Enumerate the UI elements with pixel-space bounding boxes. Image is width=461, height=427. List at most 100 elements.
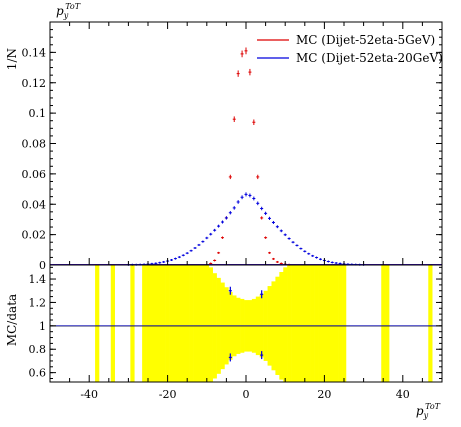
band-bin bbox=[197, 265, 202, 382]
band-bin bbox=[173, 265, 178, 382]
band-bin bbox=[326, 265, 331, 382]
main-y-axis-label: 1/N bbox=[5, 48, 19, 70]
ratio-uncertainty-band bbox=[95, 265, 433, 382]
series-2-point bbox=[299, 247, 303, 250]
main-series-points bbox=[50, 47, 442, 266]
series-2-point bbox=[170, 258, 174, 261]
series-2-point bbox=[201, 240, 205, 243]
band-bin bbox=[189, 265, 194, 382]
ratio-y-tick-label: 0.8 bbox=[29, 343, 47, 356]
band-bin bbox=[385, 265, 390, 382]
ratio-series-points bbox=[228, 286, 264, 362]
band-bin bbox=[338, 265, 343, 382]
x-axis-label: pyToT bbox=[416, 402, 441, 420]
series-2-point bbox=[217, 224, 221, 228]
series-2-point bbox=[252, 196, 256, 201]
series-2-point bbox=[287, 237, 291, 240]
x-tick-label: 0 bbox=[243, 388, 250, 401]
band-bin bbox=[169, 265, 174, 382]
band-bin bbox=[204, 265, 210, 382]
series-2-point bbox=[232, 206, 236, 210]
band-bin bbox=[157, 265, 163, 382]
band-bin bbox=[181, 265, 186, 382]
band-bin bbox=[110, 265, 115, 382]
series-1-point bbox=[271, 257, 275, 260]
ratio-y-tick-label: 1.4 bbox=[29, 273, 47, 286]
series-1-point bbox=[232, 116, 236, 122]
series-2-point bbox=[318, 258, 322, 261]
band-bin bbox=[177, 265, 182, 382]
series-2-point bbox=[295, 244, 299, 247]
series-1-point bbox=[217, 251, 221, 254]
series-1-point bbox=[248, 68, 252, 76]
band-bin bbox=[342, 265, 347, 382]
series-2-point bbox=[256, 201, 260, 206]
band-bin bbox=[185, 265, 190, 382]
x-tick-label: 20 bbox=[317, 388, 331, 401]
series-2-point bbox=[268, 216, 272, 220]
series-2-point bbox=[220, 220, 224, 224]
ratio-y-axis-label: MC/data bbox=[5, 294, 19, 346]
band-bin bbox=[149, 265, 155, 382]
series-2-point bbox=[311, 254, 315, 257]
band-bin bbox=[314, 265, 319, 382]
x-tick-label: 40 bbox=[396, 388, 410, 401]
ratio-point bbox=[260, 290, 264, 299]
series-2-point bbox=[240, 195, 244, 200]
series-2-point bbox=[228, 211, 232, 215]
main-y-tick-label: 0.04 bbox=[22, 198, 47, 211]
series-2-point bbox=[248, 193, 252, 198]
legend: MC (Dijet-52eta-5GeV) MC (Dijet-52eta-20… bbox=[257, 33, 443, 65]
series-2-point bbox=[244, 192, 248, 197]
series-2-point bbox=[177, 256, 181, 259]
series-1-point bbox=[275, 260, 279, 263]
series-2-point bbox=[181, 254, 185, 257]
main-y-tick-label: 0.14 bbox=[22, 46, 47, 59]
band-bin bbox=[146, 265, 151, 382]
series-2-point bbox=[307, 252, 311, 255]
ratio-y-tick-label: 1 bbox=[39, 320, 46, 333]
band-bin bbox=[295, 265, 300, 382]
band-bin bbox=[130, 265, 135, 382]
series-2-point bbox=[224, 216, 228, 220]
series-1-point bbox=[264, 236, 268, 239]
series-1-point bbox=[268, 251, 272, 254]
series-2-point bbox=[193, 246, 197, 249]
band-bin bbox=[95, 265, 100, 382]
band-bin bbox=[200, 265, 206, 382]
band-bin bbox=[298, 265, 304, 382]
top-axis-label: pyToT bbox=[56, 2, 81, 20]
band-bin bbox=[330, 265, 335, 382]
legend-label-series-2: MC (Dijet-52eta-20GeV) bbox=[296, 51, 443, 65]
main-y-tick-label: 0.02 bbox=[22, 229, 47, 242]
series-2-point bbox=[283, 233, 287, 237]
series-2-point bbox=[275, 225, 279, 229]
series-1-point bbox=[228, 174, 232, 180]
ratio-y-tick-label: 1.2 bbox=[29, 296, 47, 309]
series-2-point bbox=[185, 252, 189, 255]
series-1-point bbox=[236, 70, 240, 77]
band-bin bbox=[208, 267, 213, 382]
band-bin bbox=[161, 265, 166, 382]
series-2-point bbox=[158, 261, 162, 264]
ratio-point bbox=[260, 351, 264, 360]
series-1-point bbox=[220, 236, 224, 239]
series-2-point bbox=[205, 236, 209, 240]
series-2-point bbox=[197, 243, 201, 246]
main-y-tick-label: 0.1 bbox=[29, 107, 47, 120]
band-bin bbox=[306, 265, 311, 382]
legend-label-series-1: MC (Dijet-52eta-5GeV) bbox=[296, 33, 435, 47]
series-2-point bbox=[236, 200, 240, 204]
series-2-point bbox=[315, 256, 319, 259]
band-bin bbox=[153, 265, 159, 382]
series-1-point bbox=[256, 174, 260, 180]
main-y-tick-label: 0.12 bbox=[22, 77, 47, 90]
band-bin bbox=[428, 265, 433, 382]
band-bin bbox=[310, 265, 315, 382]
series-2-point bbox=[279, 229, 283, 233]
main-y-tick-label: 0 bbox=[39, 259, 46, 272]
series-2-point bbox=[271, 220, 275, 224]
series-2-point bbox=[326, 260, 330, 263]
